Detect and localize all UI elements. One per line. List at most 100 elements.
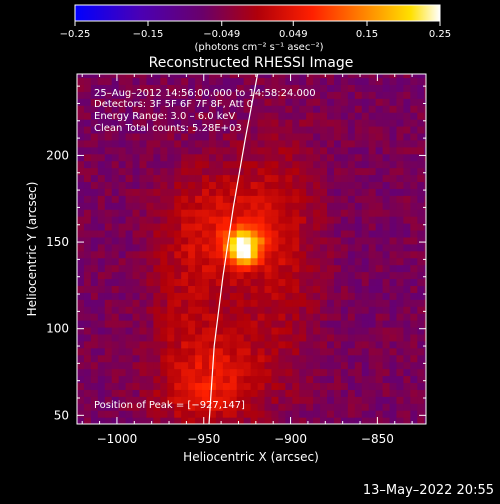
heatmap-cell: [306, 195, 314, 203]
heatmap-cell: [236, 313, 245, 321]
heatmap-cell: [354, 84, 363, 92]
heatmap-cell: [208, 243, 217, 252]
heatmap-cell: [146, 146, 154, 155]
heatmap-cell: [132, 257, 141, 266]
heatmap-cell: [195, 257, 203, 266]
heatmap-cell: [104, 250, 113, 259]
heatmap-cell: [97, 264, 106, 273]
heatmap-cell: [403, 202, 411, 210]
heatmap-cell: [417, 229, 425, 238]
heatmap-cell: [104, 313, 113, 321]
heatmap-cell: [181, 236, 189, 245]
annotation-time: 25–Aug–2012 14:56:00.000 to 14:58:24.000: [94, 88, 316, 99]
heatmap-cell: [285, 209, 293, 217]
heatmap-cell: [160, 125, 168, 134]
heatmap-cell: [292, 112, 300, 120]
heatmap-cell: [375, 112, 384, 120]
heatmap-cell: [271, 403, 280, 411]
heatmap-cell: [118, 243, 127, 252]
heatmap-cell: [97, 326, 106, 335]
heatmap-cell: [139, 361, 148, 370]
heatmap-cell: [368, 278, 377, 286]
heatmap-cell: [174, 389, 182, 397]
heatmap-cell: [188, 417, 196, 424]
heatmap-cell: [333, 167, 342, 176]
heatmap-cell: [410, 84, 418, 92]
colorbar-tick-label: 0.15: [356, 29, 378, 40]
heatmap-cell: [389, 181, 398, 189]
heatmap-cell: [229, 250, 238, 259]
heatmap-cell: [97, 340, 106, 349]
heatmap-cell: [410, 264, 418, 273]
heatmap-cell: [208, 347, 217, 356]
heatmap-cell: [181, 326, 189, 335]
heatmap-cell: [195, 209, 203, 217]
heatmap-cell: [77, 292, 85, 300]
heatmap-cell: [83, 333, 92, 342]
heatmap-cell: [327, 306, 335, 314]
heatmap-cell: [264, 340, 273, 349]
heatmap-cell: [118, 236, 127, 245]
heatmap-cell: [167, 313, 175, 321]
heatmap-cell: [139, 389, 148, 397]
heatmap-cell: [320, 326, 328, 335]
heatmap-cell: [278, 382, 286, 390]
heatmap-cell: [118, 132, 127, 141]
heatmap-cell: [104, 98, 113, 106]
heatmap-cell: [299, 229, 307, 238]
heatmap-cell: [167, 382, 175, 390]
heatmap-cell: [257, 403, 266, 411]
heatmap-cell: [195, 340, 203, 349]
heatmap-cell: [222, 417, 231, 424]
heatmap-cell: [327, 119, 335, 127]
heatmap-cell: [97, 410, 106, 418]
heatmap-cell: [153, 139, 161, 148]
heatmap-cell: [271, 313, 280, 321]
heatmap-cell: [132, 361, 141, 370]
heatmap-cell: [104, 112, 113, 120]
heatmap-cell: [97, 132, 106, 141]
heatmap-cell: [188, 368, 196, 377]
heatmap-cell: [292, 195, 300, 203]
heatmap-cell: [104, 125, 113, 134]
heatmap-cell: [188, 236, 196, 245]
heatmap-cell: [146, 167, 154, 176]
heatmap-cell: [410, 417, 418, 424]
heatmap-cell: [320, 264, 328, 273]
heatmap-cell: [375, 139, 384, 148]
heatmap-cell: [417, 306, 425, 314]
heatmap-cell: [340, 216, 349, 224]
heatmap-cell: [292, 299, 300, 307]
heatmap-cell: [83, 410, 92, 418]
heatmap-cell: [382, 84, 391, 92]
heatmap-cell: [292, 333, 300, 342]
y-tick-label: 50: [54, 408, 69, 422]
heatmap-cell: [368, 271, 377, 280]
heatmap-cell: [285, 181, 293, 189]
heatmap-cell: [340, 278, 349, 286]
heatmap-cell: [181, 84, 189, 92]
heatmap-cell: [320, 91, 328, 99]
heatmap-cell: [146, 375, 154, 384]
heatmap-cell: [132, 77, 141, 85]
heatmap-cell: [202, 174, 210, 183]
heatmap-cell: [118, 320, 127, 328]
heatmap-cell: [111, 271, 120, 280]
heatmap-cell: [368, 84, 377, 92]
heatmap-cell: [181, 313, 189, 321]
heatmap-cell: [167, 91, 175, 99]
heatmap-cell: [132, 181, 141, 189]
heatmap-cell: [139, 160, 148, 169]
heatmap-cell: [153, 375, 161, 384]
heatmap-cell: [340, 125, 349, 134]
heatmap-cell: [215, 396, 224, 404]
heatmap-cell: [215, 243, 224, 252]
heatmap-cell: [375, 347, 384, 356]
heatmap-cell: [368, 320, 377, 328]
heatmap-cell: [278, 271, 286, 280]
heatmap-cell: [111, 361, 120, 370]
heatmap-cell: [285, 250, 293, 259]
heatmap-cell: [153, 326, 161, 335]
heatmap-cell: [299, 146, 307, 155]
